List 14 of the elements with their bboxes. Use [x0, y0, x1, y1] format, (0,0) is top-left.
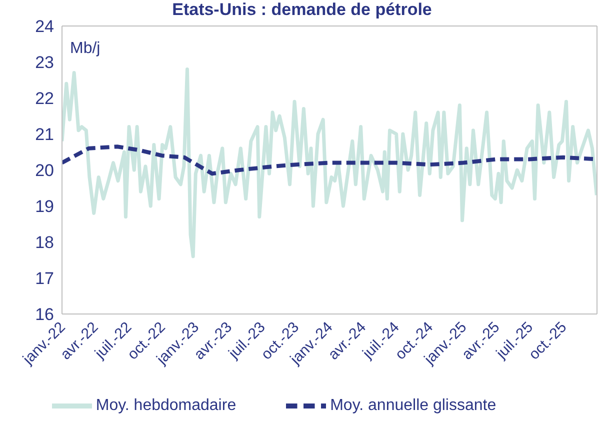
line-series: [62, 67, 597, 258]
y-axis-title: Mb/j: [70, 40, 100, 58]
y-tick-label: 20: [35, 161, 54, 180]
y-tick-label: 16: [35, 305, 54, 324]
y-tick-label: 17: [35, 269, 54, 288]
y-tick-label: 21: [35, 125, 54, 144]
y-tick-label: 23: [35, 53, 54, 72]
y-tick-label: 22: [35, 89, 54, 108]
legend-label: Moy. annuelle glissante: [330, 397, 496, 414]
y-tick-label: 19: [35, 197, 54, 216]
y-tick-label: 24: [35, 17, 54, 36]
y-tick-label: 18: [35, 233, 54, 252]
chart-title: Etats-Unis : demande de pétrole: [172, 0, 432, 19]
legend-label: Moy. hebdomadaire: [96, 397, 236, 414]
